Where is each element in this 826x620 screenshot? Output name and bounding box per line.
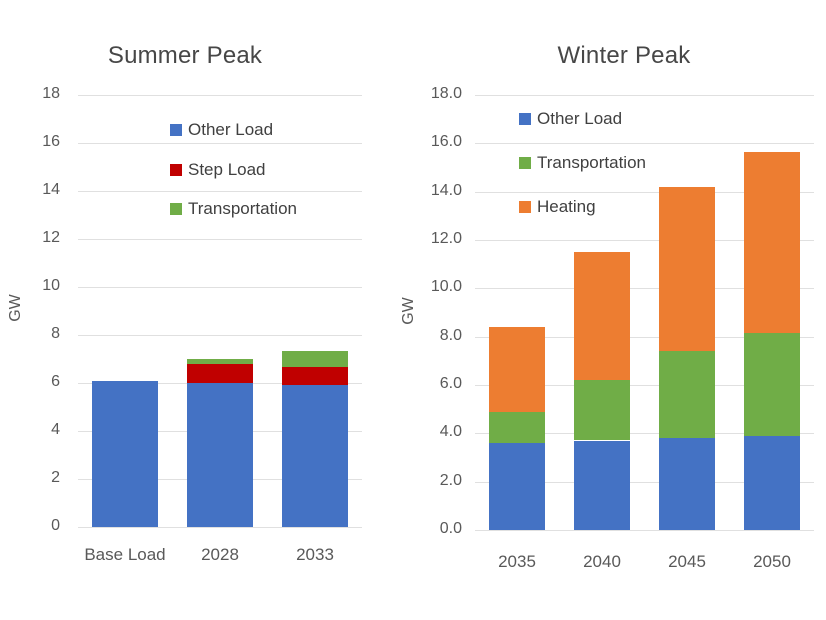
legend-item: Other Load — [170, 120, 273, 140]
gridline — [475, 385, 814, 386]
y-tick-label: 6.0 — [439, 375, 462, 392]
legend-item: Heating — [519, 197, 596, 217]
bar-segment — [574, 252, 630, 380]
legend-swatch-icon — [519, 157, 531, 169]
chart-title: Winter Peak — [557, 42, 691, 69]
bar-segment — [574, 380, 630, 440]
bar-segment — [659, 187, 715, 351]
bar-segment — [659, 351, 715, 438]
bar-segment — [744, 333, 800, 436]
y-tick-label: 16 — [42, 133, 60, 150]
chart-title: Summer Peak — [107, 42, 263, 69]
y-tick-label: 2 — [51, 469, 60, 486]
y-tick-label: 6 — [51, 373, 60, 390]
legend-label: Other Load — [537, 109, 623, 128]
bar-segment — [92, 381, 158, 527]
bar-segment — [187, 383, 253, 527]
category-label: Base Load — [84, 545, 166, 564]
legend-label: Heating — [537, 197, 596, 216]
category-label: 2035 — [498, 552, 536, 571]
legend-swatch-icon — [170, 203, 182, 215]
bar-segment — [489, 412, 545, 443]
y-tick-label: 4 — [51, 421, 60, 438]
bar-segment — [489, 443, 545, 530]
gridline — [475, 530, 814, 531]
bar-segment — [659, 438, 715, 530]
y-tick-label: 10.0 — [430, 278, 462, 295]
bar-segment — [282, 351, 348, 367]
gridline — [78, 191, 362, 192]
legend-label: Transportation — [188, 199, 297, 218]
bar-segment — [744, 436, 800, 530]
gridline — [475, 95, 814, 96]
y-tick-label: 18.0 — [430, 85, 462, 102]
y-axis-label: GW — [399, 297, 417, 325]
legend-label: Other Load — [188, 120, 274, 139]
gridline — [475, 433, 814, 434]
y-axis-label: GW — [6, 294, 24, 322]
legend-swatch-icon — [519, 113, 531, 125]
bar-segment — [574, 441, 630, 530]
category-label: 2028 — [201, 545, 239, 564]
y-tick-label: 10 — [42, 277, 60, 294]
category-label: 2050 — [753, 552, 791, 571]
legend-item: Step Load — [170, 160, 266, 180]
legend-swatch-icon — [519, 201, 531, 213]
y-tick-label: 0.0 — [439, 520, 462, 537]
gridline — [78, 335, 362, 336]
y-tick-label: 18 — [42, 85, 60, 102]
gridline — [475, 192, 814, 193]
y-tick-label: 0 — [51, 517, 60, 534]
gridline — [78, 95, 362, 96]
gridline — [475, 482, 814, 483]
gridline — [78, 287, 362, 288]
y-tick-label: 4.0 — [439, 423, 462, 440]
legend-swatch-icon — [170, 124, 182, 136]
gridline — [475, 143, 814, 144]
gridline — [78, 143, 362, 144]
gridline — [475, 288, 814, 289]
legend-item: Transportation — [519, 153, 646, 173]
y-tick-label: 8 — [51, 325, 60, 342]
legend-item: Other Load — [519, 109, 622, 129]
category-label: 2040 — [583, 552, 621, 571]
bar-segment — [744, 152, 800, 333]
bar-segment — [282, 366, 348, 385]
y-tick-label: 8.0 — [439, 327, 462, 344]
bar-segment — [489, 327, 545, 412]
category-label: 2033 — [296, 545, 334, 564]
bar-segment — [187, 364, 253, 383]
bar-segment — [282, 385, 348, 527]
y-tick-label: 14 — [42, 181, 60, 198]
y-tick-label: 12.0 — [430, 230, 462, 247]
y-tick-label: 14.0 — [430, 182, 462, 199]
y-tick-label: 16.0 — [430, 133, 462, 150]
category-label: 2045 — [668, 552, 706, 571]
gridline — [78, 239, 362, 240]
gridline — [475, 240, 814, 241]
y-tick-label: 2.0 — [439, 472, 462, 489]
y-tick-label: 12 — [42, 229, 60, 246]
legend-item: Transportation — [170, 199, 297, 219]
legend-swatch-icon — [170, 164, 182, 176]
bar-segment — [187, 359, 253, 364]
legend-label: Step Load — [188, 160, 266, 179]
gridline — [78, 527, 362, 528]
legend-label: Transportation — [537, 153, 646, 172]
gridline — [475, 337, 814, 338]
